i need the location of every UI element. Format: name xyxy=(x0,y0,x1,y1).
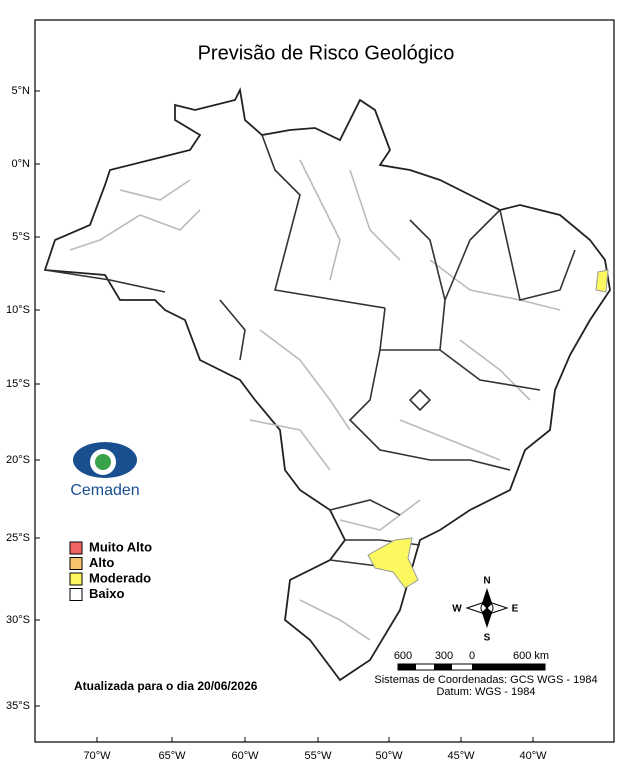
compass-east: E xyxy=(512,604,519,615)
longitude-label: 50°W xyxy=(375,750,403,762)
moderate-risk-area xyxy=(595,269,609,293)
legend-label: Muito Alto xyxy=(89,539,152,554)
coordinate-system: Sistemas de Coordenadas: GCS WGS - 1984 xyxy=(374,674,597,686)
latitude-label: 35°S xyxy=(6,700,30,712)
legend-swatch xyxy=(69,557,83,570)
longitude-label: 45°W xyxy=(447,750,475,762)
longitude-label: 55°W xyxy=(304,750,332,762)
legend-swatch xyxy=(69,541,83,555)
update-note: Atualizada para o dia 20/06/2026 xyxy=(74,679,258,693)
latitude-label: 20°S xyxy=(6,454,30,466)
latitude-label: 5°S xyxy=(12,231,30,243)
latitude-label: 25°S xyxy=(6,532,30,544)
compass-west: W xyxy=(452,604,462,615)
legend-swatch xyxy=(69,572,83,586)
moderate-risk-area xyxy=(367,537,419,589)
legend-label: Alto xyxy=(89,555,114,570)
compass xyxy=(465,588,509,628)
latitude-label: 30°S xyxy=(6,614,30,626)
longitude-label: 70°W xyxy=(83,750,111,762)
state-borders xyxy=(44,134,576,571)
latitude-label: 0°N xyxy=(12,158,31,170)
scale-label: 0 xyxy=(469,650,475,662)
longitude-label: 40°W xyxy=(519,750,547,762)
compass-north: N xyxy=(483,576,490,587)
logo-pupil xyxy=(95,454,111,470)
scale-label: 600 xyxy=(394,650,412,662)
legend-swatch xyxy=(69,588,83,601)
cemaden-logo: Cemaden xyxy=(70,442,140,499)
logo-text: Cemaden xyxy=(70,482,139,499)
compass-south: S xyxy=(484,633,491,644)
scale-label: 600 km xyxy=(513,650,549,662)
latitude-label: 5°N xyxy=(12,85,31,97)
longitude-label: 65°W xyxy=(158,750,186,762)
longitude-label: 60°W xyxy=(231,750,259,762)
legend-label: Baixo xyxy=(89,586,124,601)
legend-label: Moderado xyxy=(89,570,151,585)
latitude-label: 10°S xyxy=(6,304,30,316)
map-title: Previsão de Risco Geológico xyxy=(198,42,455,64)
datum: Datum: WGS - 1984 xyxy=(436,686,535,698)
scale-label: 300 xyxy=(435,650,453,662)
brazil-map xyxy=(43,87,611,682)
municipal-borders xyxy=(69,159,561,641)
latitude-label: 15°S xyxy=(6,378,30,390)
scale-bar xyxy=(397,663,546,671)
